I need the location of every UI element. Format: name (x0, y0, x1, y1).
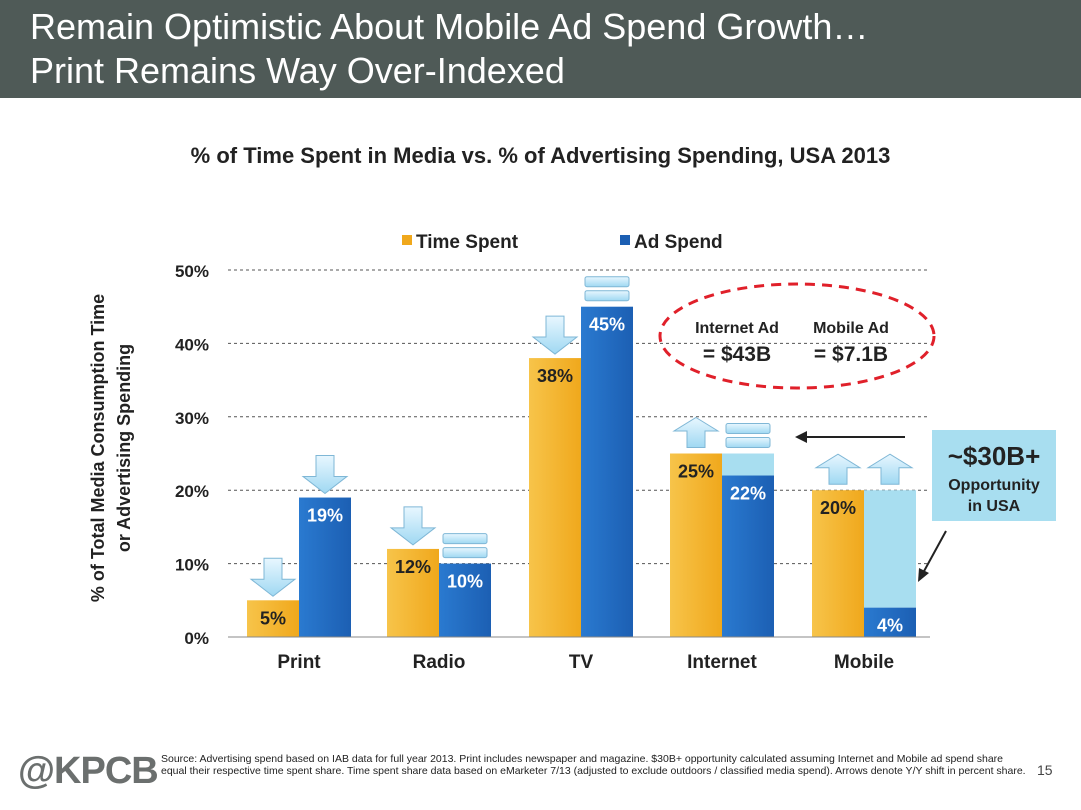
opportunity-label-line2: in USA (968, 498, 1021, 515)
y-tick-label: 10% (175, 556, 209, 575)
shift-arrow-ad-spend-radio-equal-icon-bottom (442, 547, 488, 559)
bar-ad-spend-mobile (864, 607, 916, 637)
opportunity-box (932, 430, 1056, 521)
source-note: Source: Advertising spend based on IAB d… (161, 753, 1026, 777)
callout-internet-ad-value: = $43B (703, 343, 771, 366)
shift-arrow-time-spent-internet-up-icon (672, 416, 720, 448)
data-label-ad-spend-tv: 45% (589, 315, 625, 335)
bar-time-spent-tv (529, 358, 581, 637)
bar-time-spent-internet (670, 453, 722, 637)
y-tick-label: 0% (184, 629, 209, 648)
shift-arrow-ad-spend-internet-equal-icon-bottom (725, 437, 771, 448)
callout-mobile-ad-value: = $7.1B (814, 343, 888, 366)
data-label-time-spent-radio: 12% (395, 557, 431, 577)
category-label-print: Print (277, 652, 321, 673)
data-label-time-spent-mobile: 20% (820, 498, 856, 518)
data-label-time-spent-print: 5% (260, 608, 286, 628)
shift-arrow-ad-spend-mobile-up-icon (866, 453, 914, 485)
category-label-radio: Radio (413, 652, 466, 673)
y-tick-label: 30% (175, 409, 209, 428)
data-label-ad-spend-internet: 22% (730, 484, 766, 504)
data-label-ad-spend-radio: 10% (447, 572, 483, 592)
legend-swatch-ad-spend (620, 235, 630, 245)
shift-arrow-time-spent-print-down-icon (249, 557, 297, 597)
pointer-arrow-mobile-head-icon (918, 568, 929, 582)
chart-area: 0% 10% 20% 30% 40% 50% % of Total Media Consum… (88, 232, 1056, 673)
bar-time-spent-radio (387, 548, 439, 637)
shift-arrow-ad-spend-tv-equal-icon-bottom (584, 290, 630, 302)
shift-arrow-time-spent-radio-down-icon (389, 506, 437, 546)
shift-arrow-time-spent-mobile-up-icon (814, 453, 862, 485)
category-label-mobile: Mobile (834, 652, 894, 673)
data-label-time-spent-internet: 25% (678, 462, 714, 482)
bar-time-spent-mobile (812, 490, 864, 637)
data-label-ad-spend-mobile: 4% (877, 616, 903, 636)
y-tick-label: 40% (175, 335, 209, 354)
shift-arrow-ad-spend-tv-equal-icon-top (584, 276, 630, 288)
opportunity-gap-internet (722, 453, 774, 476)
shift-arrow-time-spent-tv-down-icon (531, 315, 579, 355)
shift-arrow-ad-spend-internet-equal-icon-top (725, 423, 771, 434)
y-axis-label-line2: or Advertising Spending (114, 344, 134, 552)
bar-ad-spend-print (299, 497, 351, 637)
page-number: 15 (1037, 762, 1053, 778)
opportunity-value: ~$30B+ (948, 441, 1041, 471)
callout-mobile-ad-label: Mobile Ad (813, 320, 889, 337)
data-label-ad-spend-print: 19% (307, 506, 343, 526)
shift-arrow-ad-spend-print-down-icon (301, 455, 349, 495)
bar-ad-spend-internet (722, 475, 774, 637)
data-label-time-spent-tv: 38% (537, 366, 573, 386)
bar-ad-spend-radio (439, 563, 491, 637)
chart-title: % of Time Spent in Media vs. % of Advert… (190, 143, 891, 168)
slide-title-line1: Remain Optimistic About Mobile Ad Spend … (30, 6, 869, 47)
slide-header: Remain Optimistic About Mobile Ad Spend … (0, 0, 1081, 98)
bar-time-spent-print (247, 600, 299, 637)
y-axis-label-line1: % of Total Media Consumption Time (88, 294, 108, 602)
ad-spend-callout-ellipse (658, 282, 936, 390)
bar-ad-spend-tv (581, 306, 633, 637)
pointer-arrow-mobile-shaft (922, 530, 947, 574)
legend-swatch-time-spent (402, 235, 412, 245)
opportunity-label-line1: Opportunity (948, 477, 1040, 494)
y-tick-label: 50% (175, 262, 209, 281)
category-label-tv: TV (569, 652, 594, 673)
y-tick-label: 20% (175, 482, 209, 501)
opportunity-gap-mobile (864, 490, 916, 608)
legend-label-time-spent: Time Spent (416, 232, 519, 253)
shift-arrow-ad-spend-radio-equal-icon-top (442, 533, 488, 545)
kpcb-logo: @KPCB (18, 750, 159, 792)
pointer-arrow-internet-head-icon (795, 431, 807, 443)
callout-internet-ad-label: Internet Ad (695, 320, 779, 337)
category-label-internet: Internet (687, 652, 757, 673)
slide-title-line2: Print Remains Way Over-Indexed (30, 50, 565, 91)
legend-label-ad-spend: Ad Spend (634, 232, 723, 253)
